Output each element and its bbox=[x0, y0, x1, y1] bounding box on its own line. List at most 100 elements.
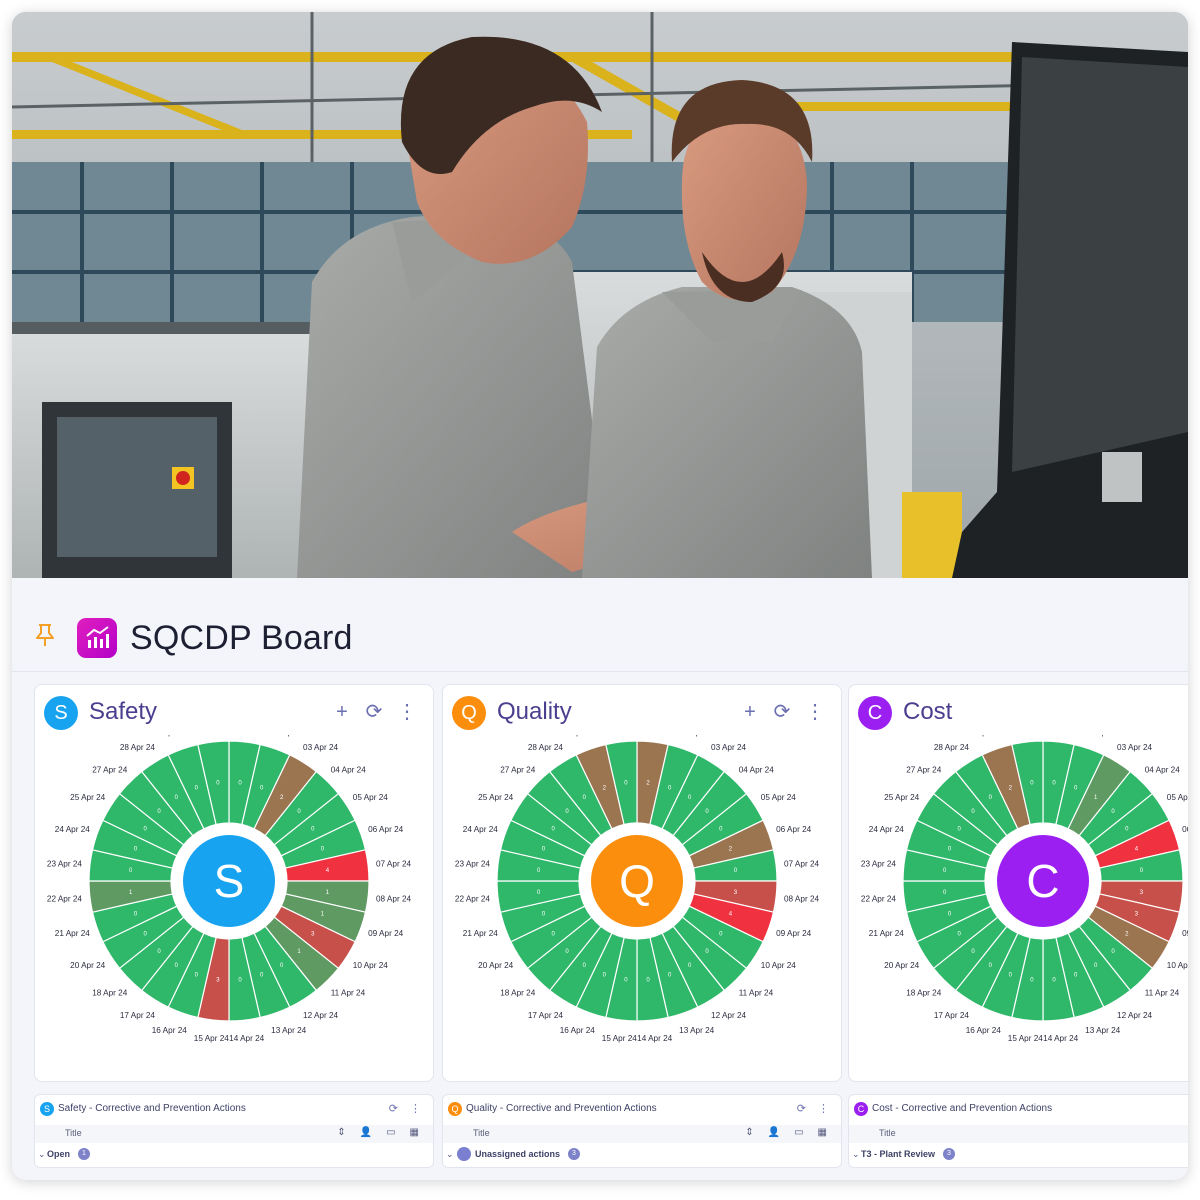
safety-slice-value: 2 bbox=[280, 795, 284, 801]
safety-refresh-icon[interactable]: ⟳ bbox=[365, 701, 383, 723]
quality-column-icon[interactable]: ▭ bbox=[794, 1127, 804, 1138]
quality-slice-value: 0 bbox=[583, 963, 587, 969]
quality-group-row[interactable]: ⌄ Unassigned actions 3 bbox=[443, 1145, 841, 1165]
quality-badge: Q bbox=[452, 696, 486, 730]
quality-date-label: 24 Apr 24 bbox=[463, 825, 498, 834]
quality-date-label: 28 Apr 24 bbox=[528, 743, 563, 752]
quality-column-icon[interactable]: ⇕ bbox=[745, 1127, 754, 1138]
quality-slice[interactable] bbox=[605, 740, 638, 826]
safety-slice-value: 0 bbox=[157, 949, 161, 955]
safety-date-label: 17 Apr 24 bbox=[120, 1011, 155, 1020]
quality-date-label: 05 Apr 24 bbox=[761, 793, 796, 802]
safety-column-icon[interactable]: ⇕ bbox=[337, 1127, 346, 1138]
quality-slice-value: 0 bbox=[734, 868, 738, 874]
safety-slice-value: 4 bbox=[326, 868, 330, 874]
quality-slice-value: 0 bbox=[705, 949, 709, 955]
quality-center-badge bbox=[591, 835, 683, 927]
quality-slice-value: 0 bbox=[542, 846, 546, 852]
quality-date-label: 11 Apr 24 bbox=[739, 989, 774, 998]
safety-column-icon[interactable]: ▦ bbox=[409, 1127, 419, 1138]
cost-title-column[interactable]: Title bbox=[879, 1128, 896, 1138]
safety-slice-value: 0 bbox=[157, 809, 161, 815]
quality-center-letter: Q bbox=[619, 855, 655, 907]
chevron-down-icon[interactable]: ⌄ bbox=[38, 1149, 46, 1159]
quality-date-label: 17 Apr 24 bbox=[528, 1011, 563, 1020]
quality-slice-value: 0 bbox=[583, 795, 587, 801]
chevron-down-icon[interactable]: ⌄ bbox=[446, 1149, 454, 1159]
quality-date-label: 04 Apr 24 bbox=[739, 765, 774, 774]
quality-more-icon[interactable]: ⋮ bbox=[805, 701, 825, 723]
safety-date-label: 24 Apr 24 bbox=[55, 825, 90, 834]
cost-date-label: 29 Apr 24 bbox=[966, 735, 1001, 737]
safety-panel-action-icon[interactable]: ⋮ bbox=[410, 1103, 421, 1115]
cost-slice[interactable] bbox=[1011, 740, 1044, 826]
safety-date-label: 29 Apr 24 bbox=[152, 735, 187, 737]
quality-date-label: 29 Apr 24 bbox=[560, 735, 595, 737]
cost-date-label: 22 Apr 24 bbox=[861, 895, 896, 904]
cost-date-label: 06 Apr 24 bbox=[1182, 825, 1188, 834]
quality-date-label: 21 Apr 24 bbox=[463, 929, 498, 938]
quality-slice-value: 0 bbox=[668, 972, 672, 978]
quality-actions: + ⟳ ⋮ bbox=[741, 701, 825, 723]
safety-mini-badge: S bbox=[40, 1102, 54, 1116]
quality-panel-action-icon[interactable]: ⋮ bbox=[818, 1103, 829, 1115]
cost-slice-value: 0 bbox=[958, 932, 962, 938]
pin-icon[interactable] bbox=[34, 622, 56, 648]
cost-date-label: 10 Apr 24 bbox=[1167, 961, 1188, 970]
cost-date-label: 25 Apr 24 bbox=[884, 793, 919, 802]
safety-date-label: 07 Apr 24 bbox=[376, 859, 411, 868]
safety-panel-action-icon[interactable]: ⟳ bbox=[388, 1103, 398, 1115]
cost-slice-value: 0 bbox=[1094, 963, 1098, 969]
safety-badge: S bbox=[44, 696, 78, 730]
safety-date-label: 23 Apr 24 bbox=[47, 859, 82, 868]
cost-date-label: 20 Apr 24 bbox=[884, 961, 919, 970]
safety-slice-value: 1 bbox=[326, 890, 330, 896]
safety-slice-value: 0 bbox=[260, 972, 264, 978]
cost-group-row[interactable]: ⌄ T3 - Plant Review 3 bbox=[849, 1145, 1188, 1165]
quality-title-column[interactable]: Title bbox=[473, 1128, 490, 1138]
cost-date-label: 05 Apr 24 bbox=[1167, 793, 1188, 802]
safety-more-icon[interactable]: ⋮ bbox=[397, 701, 417, 723]
quality-column-icon[interactable]: ▦ bbox=[817, 1127, 827, 1138]
safety-column-icon[interactable]: ▭ bbox=[386, 1127, 396, 1138]
quality-panel-action-icon[interactable]: ⟳ bbox=[796, 1103, 806, 1115]
safety-date-label: 22 Apr 24 bbox=[47, 895, 82, 904]
quality-group-count: 3 bbox=[568, 1148, 580, 1160]
safety-column-icon[interactable]: 👤 bbox=[359, 1127, 373, 1138]
safety-slice-value: 1 bbox=[297, 949, 301, 955]
cost-date-label: 18 Apr 24 bbox=[906, 989, 941, 998]
safety-add-icon[interactable]: + bbox=[336, 701, 348, 723]
cost-column-header: Title⇕👤 bbox=[849, 1125, 1188, 1143]
quality-add-icon[interactable]: + bbox=[744, 701, 756, 723]
safety-center-badge bbox=[183, 835, 275, 927]
quality-date-label: 18 Apr 24 bbox=[500, 989, 535, 998]
quality-date-label: 09 Apr 24 bbox=[776, 929, 811, 938]
safety-slice-value: 3 bbox=[311, 932, 315, 938]
safety-date-label: 03 Apr 24 bbox=[303, 743, 338, 752]
quality-column-icon[interactable]: 👤 bbox=[767, 1127, 781, 1138]
cost-slice-value: 0 bbox=[1030, 977, 1034, 983]
safety-slice-value: 0 bbox=[175, 963, 179, 969]
cost-title: Cost bbox=[903, 698, 953, 725]
board-header: SQCDP Board bbox=[12, 578, 1188, 672]
safety-column-header: Title ⇕ 👤 ▭ ▦ bbox=[35, 1125, 433, 1143]
avatar-icon bbox=[457, 1147, 471, 1161]
quality-refresh-icon[interactable]: ⟳ bbox=[773, 701, 791, 723]
safety-slice[interactable] bbox=[197, 740, 230, 826]
safety-date-label: 18 Apr 24 bbox=[92, 989, 127, 998]
safety-title-column[interactable]: Title bbox=[65, 1128, 82, 1138]
cost-date-label: 17 Apr 24 bbox=[934, 1011, 969, 1020]
safety-slice-value: 0 bbox=[238, 977, 242, 983]
safety-date-label: 25 Apr 24 bbox=[70, 793, 105, 802]
safety-group-row[interactable]: ⌄ Open 1 bbox=[35, 1145, 433, 1165]
safety-date-label: 06 Apr 24 bbox=[368, 825, 403, 834]
chevron-down-icon[interactable]: ⌄ bbox=[852, 1149, 860, 1159]
quality-slice-value: 4 bbox=[729, 912, 733, 918]
safety-group-count: 1 bbox=[78, 1148, 90, 1160]
cost-date-label: 11 Apr 24 bbox=[1145, 989, 1180, 998]
cost-slice-value: 3 bbox=[1135, 912, 1139, 918]
